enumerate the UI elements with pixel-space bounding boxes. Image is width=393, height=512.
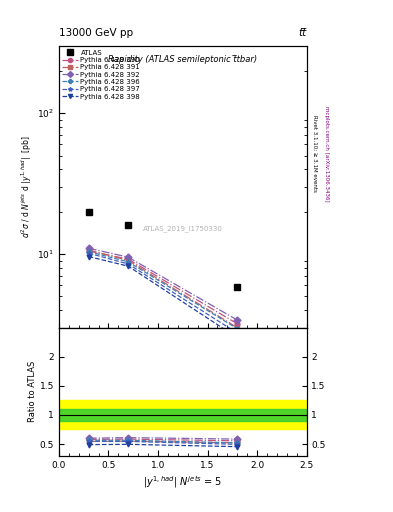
Legend: ATLAS, Pythia 6.428 390, Pythia 6.428 391, Pythia 6.428 392, Pythia 6.428 396, P: ATLAS, Pythia 6.428 390, Pythia 6.428 39… bbox=[61, 48, 141, 101]
Y-axis label: Ratio to ATLAS: Ratio to ATLAS bbox=[28, 361, 37, 422]
Y-axis label: $d^{2}\sigma$ / d $N^{jets}$ d |$y^{1,had}$|  [pb]: $d^{2}\sigma$ / d $N^{jets}$ d |$y^{1,ha… bbox=[20, 135, 34, 239]
Text: Rivet 3.1.10; ≥ 3.1M events: Rivet 3.1.10; ≥ 3.1M events bbox=[312, 115, 318, 192]
Text: 13000 GeV pp: 13000 GeV pp bbox=[59, 28, 133, 38]
Text: tt̅: tt̅ bbox=[298, 28, 307, 38]
X-axis label: |$y^{1,had}$| $N^{jets}$ = 5: |$y^{1,had}$| $N^{jets}$ = 5 bbox=[143, 474, 222, 489]
Text: ATLAS_2019_I1750330: ATLAS_2019_I1750330 bbox=[143, 226, 223, 232]
Text: Rapidity (ATLAS semileptonic t̅tbar): Rapidity (ATLAS semileptonic t̅tbar) bbox=[108, 55, 257, 63]
Text: mcplots.cern.ch [arXiv:1306.3436]: mcplots.cern.ch [arXiv:1306.3436] bbox=[324, 106, 329, 201]
Bar bbox=[59, 409, 307, 421]
Bar bbox=[59, 400, 307, 430]
